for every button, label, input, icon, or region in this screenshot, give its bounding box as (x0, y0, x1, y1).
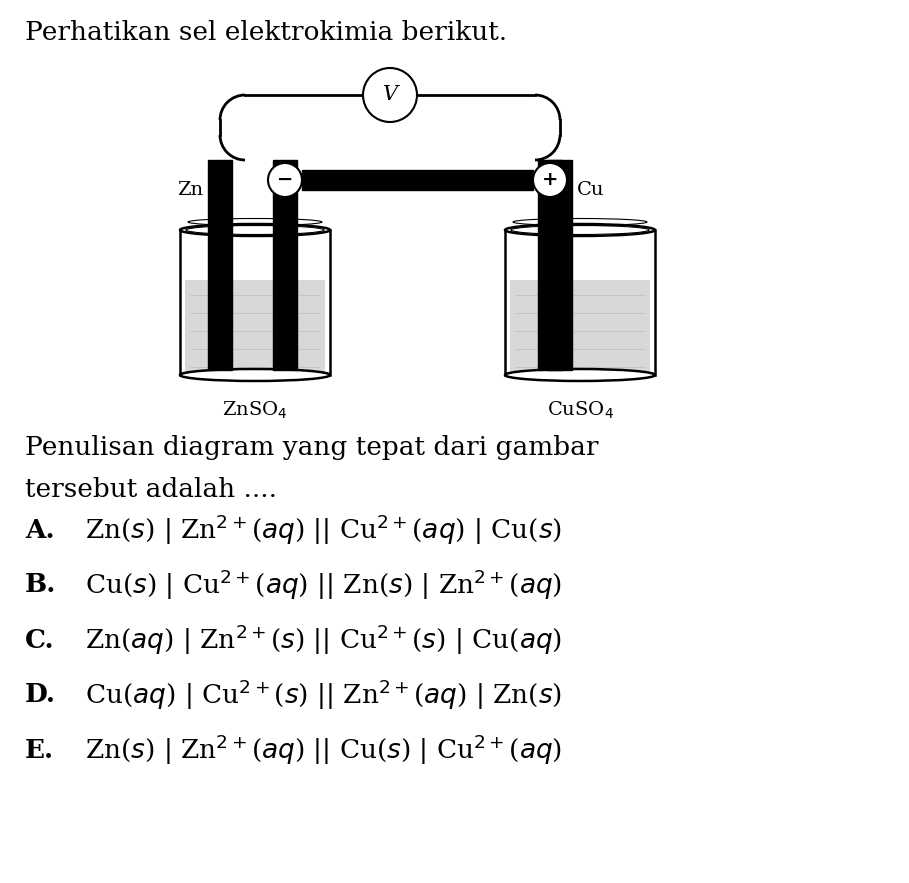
Ellipse shape (180, 369, 330, 381)
Bar (548, 160, 572, 370)
Circle shape (533, 163, 567, 197)
Text: Cu($aq$) | Cu$^{2+}$($s$) || Zn$^{2+}$($aq$) | Zn($s$): Cu($aq$) | Cu$^{2+}$($s$) || Zn$^{2+}$($… (85, 678, 563, 713)
Circle shape (363, 68, 417, 122)
Bar (185, 280, 325, 375)
Text: Zn($s$) | Zn$^{2+}$($aq$) || Cu$^{2+}$($aq$) | Cu($s$): Zn($s$) | Zn$^{2+}$($aq$) || Cu$^{2+}$($… (85, 513, 563, 547)
Text: A.: A. (25, 517, 55, 542)
Text: V: V (383, 86, 397, 104)
Text: ZnSO$_4$: ZnSO$_4$ (223, 400, 288, 421)
Text: Perhatikan sel elektrokimia berikut.: Perhatikan sel elektrokimia berikut. (25, 20, 507, 45)
Ellipse shape (186, 225, 324, 235)
Text: +: + (542, 171, 558, 189)
Text: E.: E. (25, 737, 55, 763)
Text: B.: B. (25, 572, 56, 598)
Text: D.: D. (25, 683, 56, 707)
Bar (510, 280, 650, 375)
Ellipse shape (505, 224, 655, 236)
Circle shape (268, 163, 302, 197)
Bar (273, 160, 297, 370)
Text: Zn($s$) | Zn$^{2+}$($aq$) || Cu($s$) | Cu$^{2+}$($aq$): Zn($s$) | Zn$^{2+}$($aq$) || Cu($s$) | C… (85, 733, 563, 767)
Text: CuSO$_4$: CuSO$_4$ (546, 400, 614, 421)
Text: tersebut adalah ....: tersebut adalah .... (25, 477, 277, 502)
Text: −: − (277, 171, 294, 189)
Bar (302, 170, 533, 190)
Text: C.: C. (25, 628, 55, 653)
Ellipse shape (180, 224, 330, 236)
Text: Zn($aq$) | Zn$^{2+}$($s$) || Cu$^{2+}$($s$) | Cu($aq$): Zn($aq$) | Zn$^{2+}$($s$) || Cu$^{2+}$($… (85, 623, 563, 657)
Ellipse shape (511, 225, 649, 235)
Text: Zn: Zn (177, 181, 203, 199)
Text: Penulisan diagram yang tepat dari gambar: Penulisan diagram yang tepat dari gambar (25, 435, 598, 460)
Text: Cu($s$) | Cu$^{2+}$($aq$) || Zn($s$) | Zn$^{2+}$($aq$): Cu($s$) | Cu$^{2+}$($aq$) || Zn($s$) | Z… (85, 568, 563, 602)
Bar (538, 160, 562, 370)
Text: Cu: Cu (577, 181, 604, 199)
Bar (208, 160, 232, 370)
Ellipse shape (505, 369, 655, 381)
